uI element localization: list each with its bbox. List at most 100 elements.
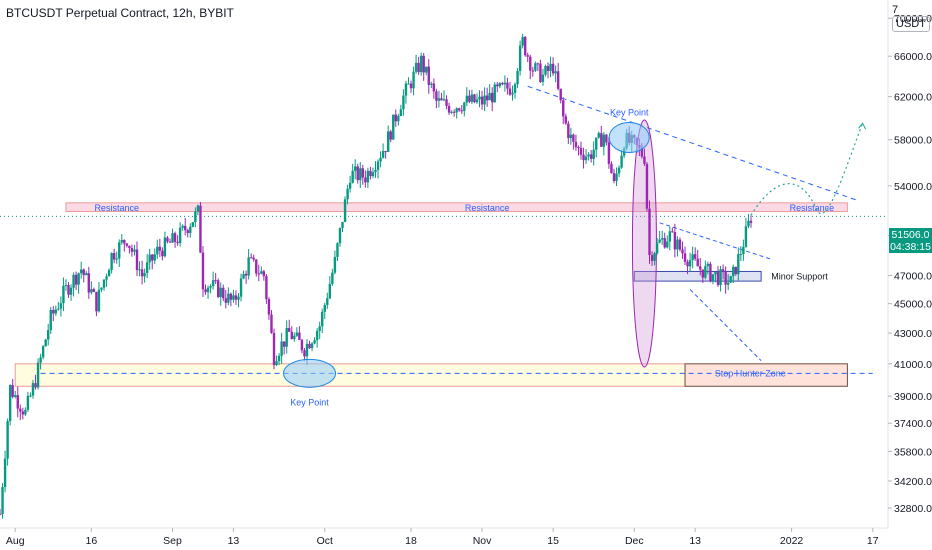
candle-body <box>716 272 720 285</box>
candle-body <box>676 239 679 250</box>
candle-body <box>315 330 319 341</box>
candle-body <box>77 273 80 285</box>
candle-body <box>87 273 90 293</box>
y-tick-label: 37400.0 <box>894 418 932 430</box>
y-tick-label: 58000.0 <box>894 135 932 147</box>
candle-body <box>747 220 750 227</box>
candle-body <box>24 409 27 415</box>
candle-body <box>67 285 70 295</box>
candle-body <box>678 239 682 250</box>
x-tick-label: Oct <box>317 535 333 547</box>
forecast-arrowhead <box>858 122 867 130</box>
candle-body <box>82 269 85 276</box>
candle-body <box>460 110 463 112</box>
candle-body <box>650 255 654 261</box>
candle-body <box>640 147 644 157</box>
candle-body <box>425 66 428 73</box>
candle-body <box>249 257 253 259</box>
candle-body <box>660 238 664 240</box>
candle-body <box>605 134 608 143</box>
candle-body <box>666 241 669 248</box>
candle-body <box>359 168 362 181</box>
candle-body <box>470 94 474 102</box>
candle-body <box>592 149 595 159</box>
candle-body <box>414 62 418 72</box>
candle-body <box>153 254 156 261</box>
candle-body <box>102 279 106 288</box>
candle-body <box>526 55 529 57</box>
candle-body <box>310 343 314 349</box>
zone-resistance <box>65 202 848 213</box>
candle-body <box>239 278 243 297</box>
candle-body <box>62 285 65 304</box>
candle-body <box>582 154 585 161</box>
candle-body <box>57 308 60 310</box>
candle-body <box>643 156 646 164</box>
candle-body <box>178 227 182 244</box>
candle-body <box>72 274 75 288</box>
candle-body <box>493 84 496 103</box>
candle-body <box>336 243 339 257</box>
candle-body <box>440 98 443 101</box>
candle-body <box>313 340 316 344</box>
candle-body <box>265 276 268 300</box>
candle-body <box>0 513 2 515</box>
candle-body <box>709 263 712 282</box>
candle-body <box>366 170 370 183</box>
candle-body <box>523 36 527 56</box>
candle-body <box>452 111 456 113</box>
candle-body <box>379 157 382 162</box>
candle-body <box>432 83 436 92</box>
candle-body <box>8 385 12 422</box>
candle-body <box>168 241 172 243</box>
candle-body <box>270 314 273 333</box>
candle-body <box>244 273 248 276</box>
candle-body <box>508 88 512 95</box>
candle-body <box>206 287 210 293</box>
x-tick-label: 2022 <box>780 535 804 547</box>
candle-body <box>478 96 481 100</box>
currency-button[interactable]: USDT <box>892 16 930 32</box>
candle-body <box>602 134 606 147</box>
candle-body <box>739 254 743 256</box>
candle-body <box>118 242 121 259</box>
x-tick-label: Nov <box>473 535 492 547</box>
candle-body <box>97 289 101 312</box>
candle-body <box>219 287 222 298</box>
candle-body <box>711 274 715 282</box>
candle-body <box>435 91 438 101</box>
candle-body <box>595 137 598 150</box>
candle-body <box>323 305 326 312</box>
candle-body <box>554 71 557 74</box>
candle-body <box>567 123 570 139</box>
candle-body <box>658 239 661 243</box>
candle-body <box>36 362 40 388</box>
candle-body <box>110 253 113 270</box>
candle-body <box>356 166 359 181</box>
candle-body <box>564 116 567 124</box>
candle-body <box>166 237 169 242</box>
candle-body <box>589 154 593 159</box>
candle-body <box>247 257 250 276</box>
x-tick-label: 15 <box>547 535 559 547</box>
x-tick-label: 13 <box>689 535 701 547</box>
x-tick-label: 18 <box>405 535 417 547</box>
candle-body <box>194 211 197 223</box>
candle-body <box>724 271 727 285</box>
candle-body <box>617 167 621 174</box>
candle-body <box>742 246 745 255</box>
candle-body <box>255 259 258 274</box>
candle-body <box>229 293 233 300</box>
candle-body <box>488 92 491 101</box>
candle-body <box>409 83 413 89</box>
candle-body <box>133 249 136 252</box>
candle-body <box>280 341 283 356</box>
candle-body <box>693 254 697 259</box>
candle-body <box>381 151 385 158</box>
candle-body <box>3 458 7 488</box>
candle-body <box>242 273 245 279</box>
candle-body <box>503 82 507 85</box>
candle-body <box>341 221 344 229</box>
candle-body <box>237 296 240 300</box>
